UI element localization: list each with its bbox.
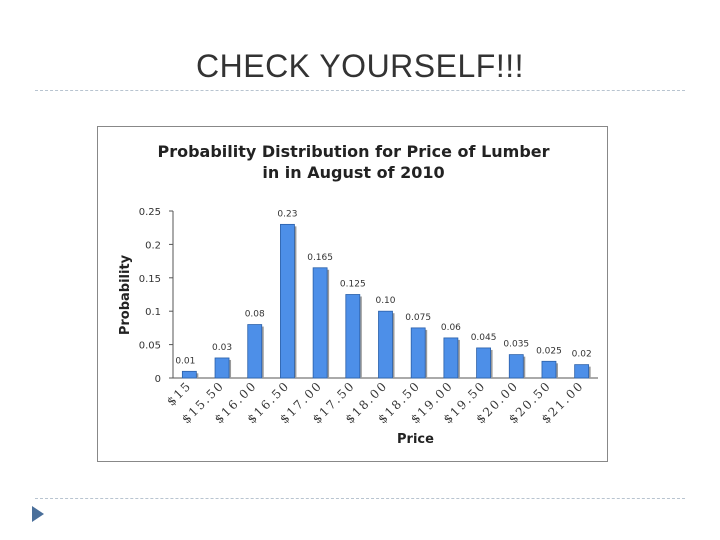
data-label: 0.01 [175, 356, 195, 366]
y-tick-label: 0.15 [139, 274, 161, 285]
data-label: 0.03 [212, 343, 232, 353]
chart-title: Probability Distribution for Price of Lu… [98, 141, 609, 183]
bar [378, 310, 393, 379]
y-axis-label: Probability [118, 254, 133, 335]
bar [508, 354, 524, 379]
chart-title-line-2: in in August of 2010 [262, 163, 445, 182]
slide-title: CHECK YOURSELF!!! [196, 48, 524, 84]
data-label: 0.10 [375, 296, 395, 306]
triangle-right-icon[interactable] [32, 506, 44, 522]
bar [410, 327, 426, 379]
bar [345, 294, 361, 379]
bar [280, 223, 295, 379]
bar [574, 364, 590, 379]
x-axis-label: Price [397, 432, 434, 447]
data-label: 0.025 [536, 346, 562, 356]
bar [214, 357, 230, 379]
y-tick-label: 0.25 [139, 207, 161, 218]
bar-chart-plot: 0 0.05 0.1 0.15 0.2 0.25 Probability 0.01 $15 0.0… [118, 207, 598, 447]
data-label: 0.06 [441, 323, 461, 333]
bar [476, 347, 491, 379]
data-label: 0.035 [503, 340, 529, 350]
data-label: 0.165 [307, 253, 333, 263]
bar [312, 267, 328, 379]
bar [443, 337, 459, 379]
bar [541, 360, 557, 379]
data-label: 0.23 [277, 209, 297, 219]
bottom-divider [35, 498, 685, 499]
data-label: 0.045 [471, 333, 497, 343]
y-tick-label: 0 [155, 374, 161, 385]
chart-title-line-1: Probability Distribution for Price of Lu… [157, 142, 550, 161]
top-divider [35, 90, 685, 91]
y-tick-label: 0.05 [139, 341, 161, 352]
data-label: 0.02 [572, 350, 592, 360]
x-tick-label: $15 [164, 378, 194, 408]
bar [247, 324, 263, 379]
data-label: 0.125 [340, 280, 366, 290]
data-label: 0.075 [405, 313, 431, 323]
bar [181, 370, 197, 379]
data-label: 0.08 [245, 310, 265, 320]
y-tick-label: 0.2 [145, 240, 161, 251]
chart-container: Probability Distribution for Price of Lu… [97, 126, 608, 462]
y-tick-label: 0.1 [145, 307, 161, 318]
